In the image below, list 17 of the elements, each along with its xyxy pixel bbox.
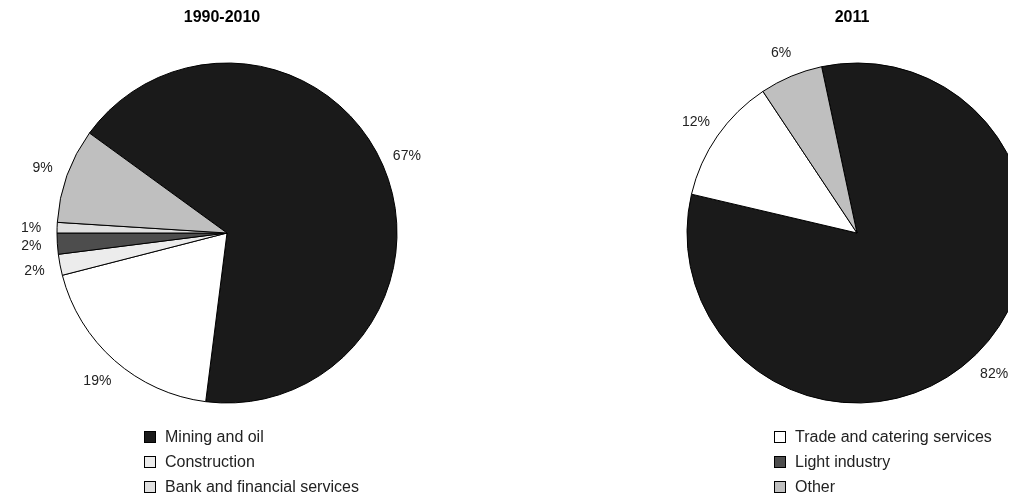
data-label: 2% (24, 261, 45, 278)
legend-label: Construction (165, 452, 255, 471)
chart-title: 1990-2010 (182, 8, 262, 26)
data-label: 9% (32, 158, 53, 175)
data-label: 12% (682, 113, 711, 130)
legend-label: Bank and financial services (165, 477, 359, 496)
data-label: 82% (980, 365, 1009, 382)
data-label: 67% (392, 147, 421, 164)
data-label: 1% (20, 218, 42, 235)
legend-label: Mining and oil (165, 427, 264, 446)
data-label: 6% (770, 44, 792, 61)
legend-label: Other (795, 477, 836, 496)
data-label: 19% (83, 372, 112, 389)
legend-label: Trade and catering services (795, 427, 992, 446)
chart-title: 2011 (833, 8, 871, 26)
legend-label: Light industry (795, 452, 891, 471)
data-label: 2% (21, 237, 42, 254)
